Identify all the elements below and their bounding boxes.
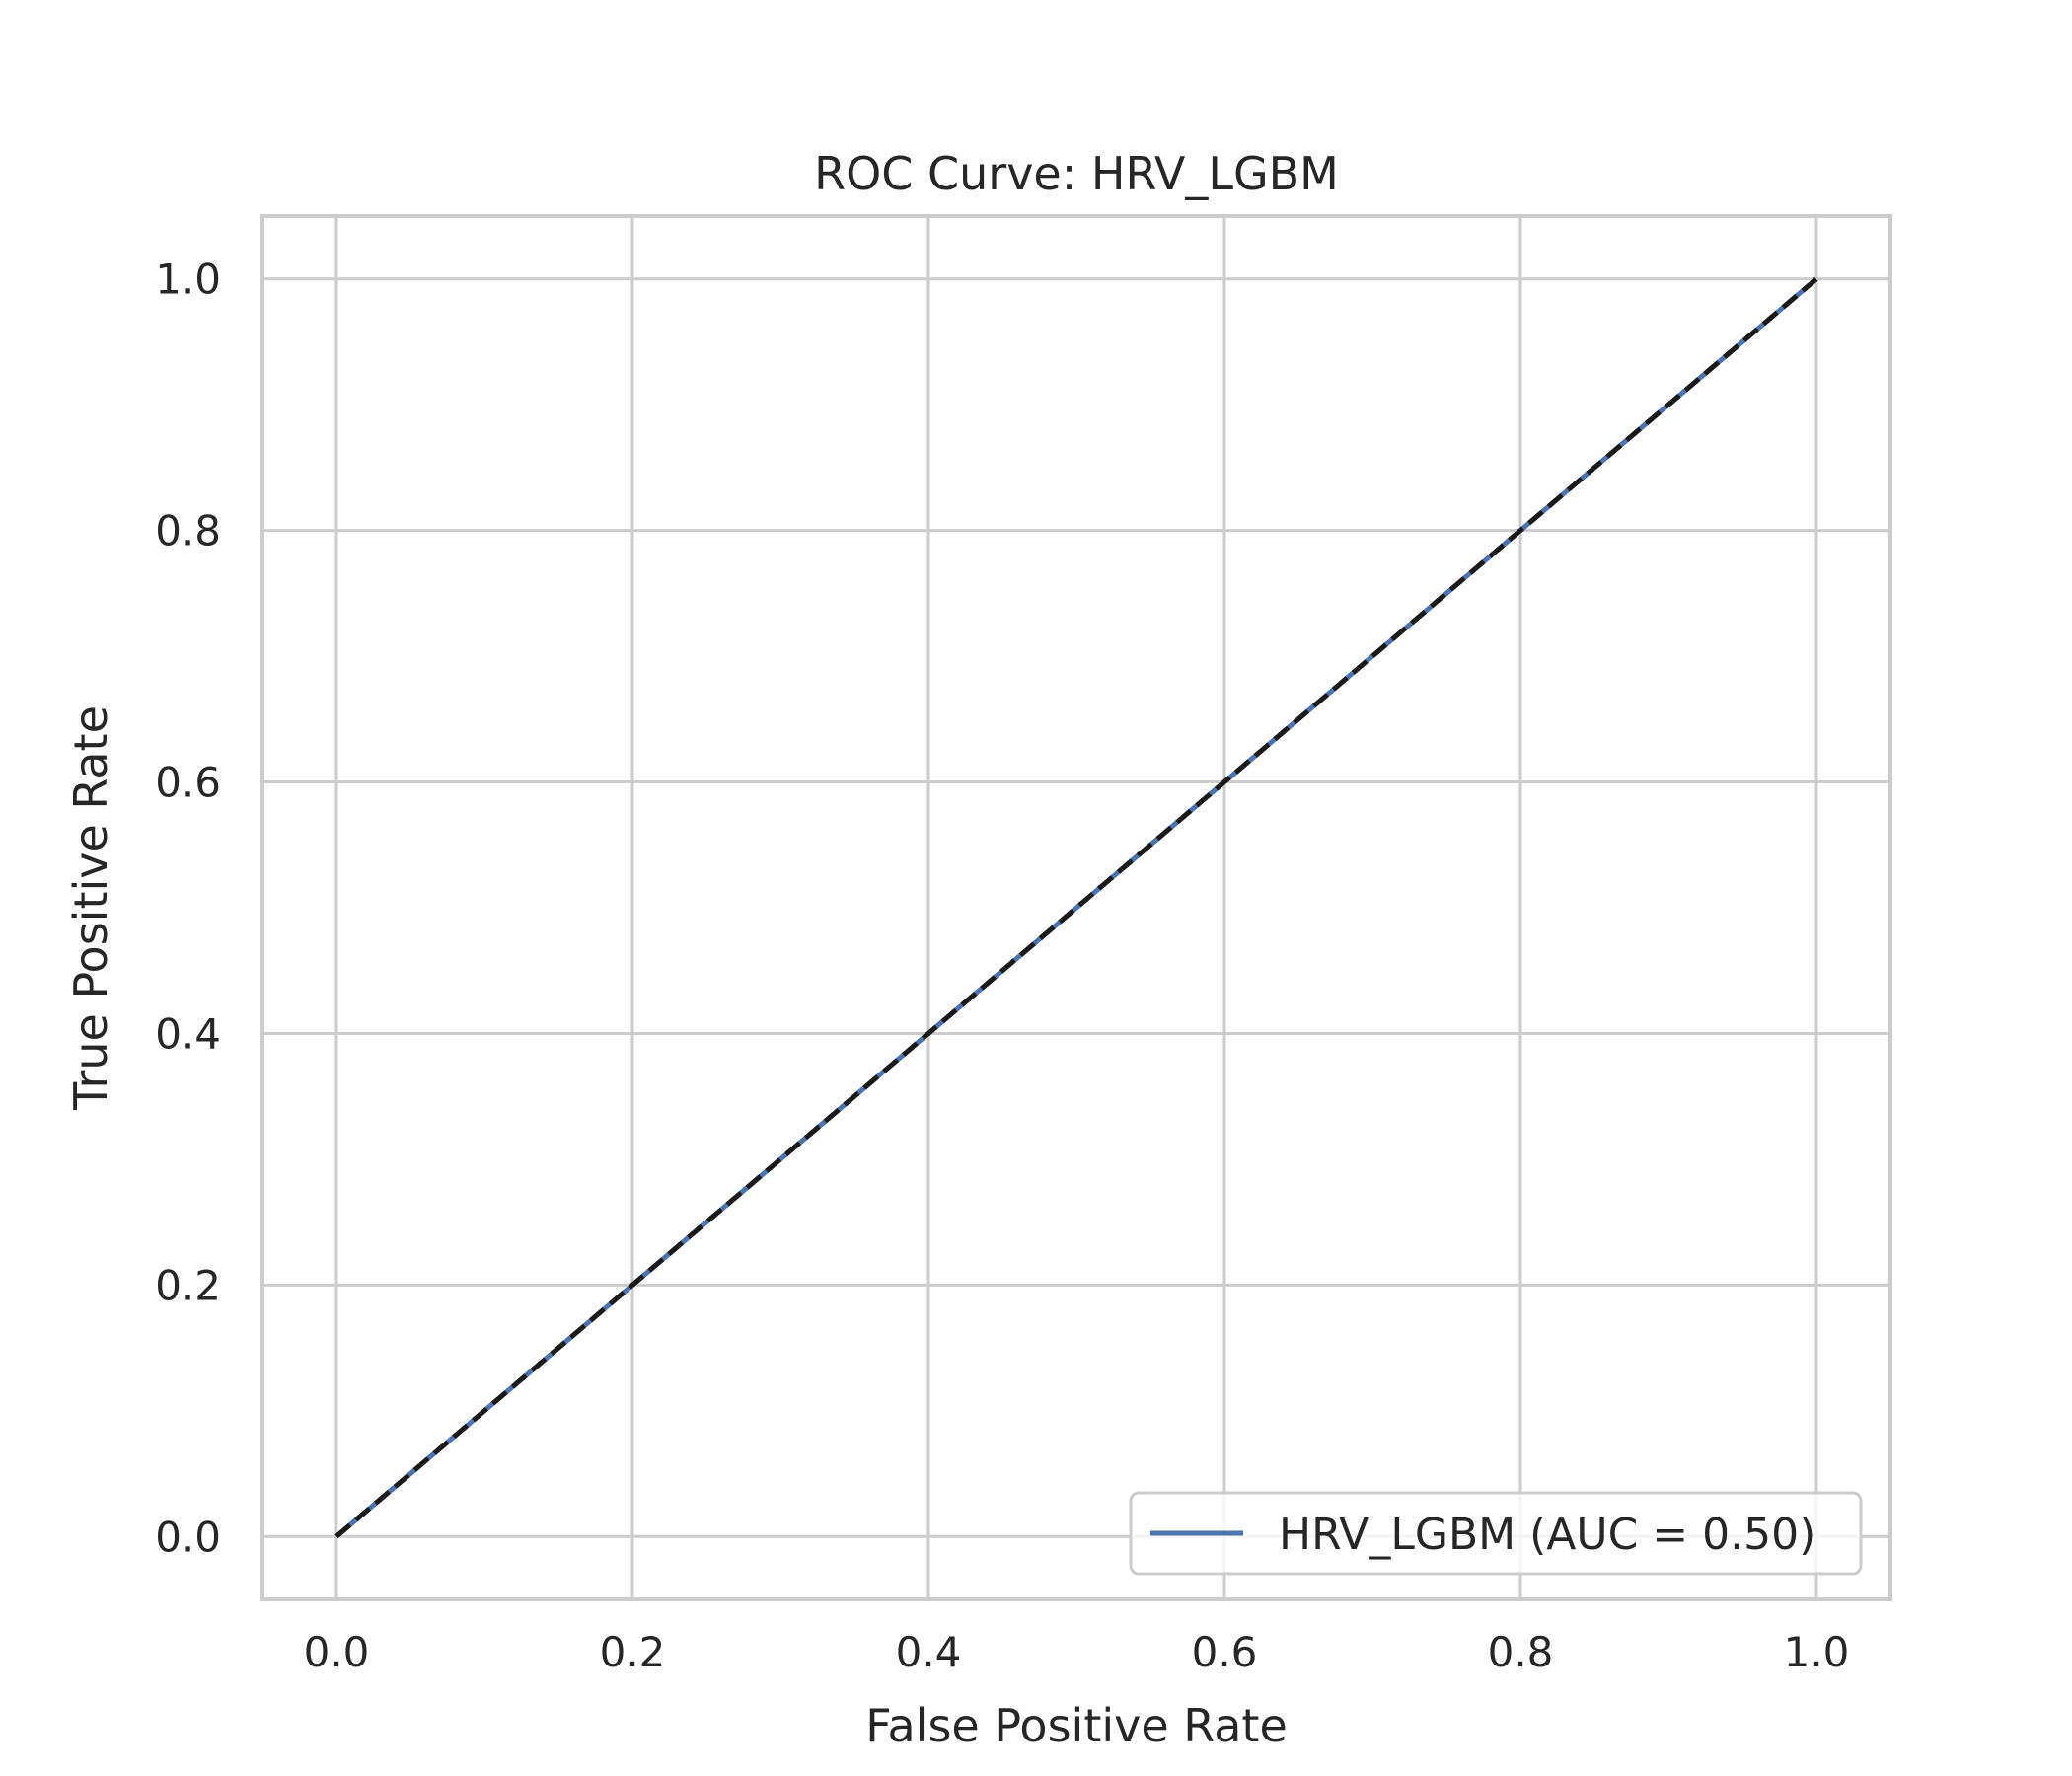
chart-title: ROC Curve: HRV_LGBM [814, 147, 1339, 200]
y-tick-label: 0.4 [155, 1009, 221, 1058]
y-axis-label: True Positive Rate [64, 705, 117, 1111]
x-tick-label: 0.4 [896, 1628, 962, 1676]
x-tick-label: 0.6 [1192, 1628, 1258, 1676]
grid [262, 216, 1890, 1599]
y-tick-label: 0.0 [155, 1513, 221, 1561]
y-tick-label: 0.8 [155, 507, 221, 555]
x-tick-label: 0.0 [304, 1628, 370, 1676]
y-tick-label: 1.0 [155, 256, 221, 304]
plot-lines [334, 276, 1818, 1539]
y-tick-label: 0.6 [155, 759, 221, 807]
plot-frame [260, 214, 1892, 1601]
x-axis-label: False Positive Rate [865, 1699, 1288, 1752]
legend-box [1129, 1491, 1863, 1576]
legend-label: HRV_LGBM (AUC = 0.50) [1279, 1510, 1815, 1560]
y-tick-label: 0.2 [155, 1261, 221, 1309]
legend: HRV_LGBM (AUC = 0.50) [1129, 1491, 1863, 1576]
x-tick-label: 1.0 [1784, 1628, 1850, 1676]
x-tick-label: 0.8 [1488, 1628, 1554, 1676]
tick-labels: 0.0 0.2 0.4 0.6 0.8 1.0 0.0 0.2 0.4 0.6 0.8 1.0 [155, 256, 1849, 1676]
chance-diagonal-line [334, 276, 1818, 1539]
x-tick-label: 0.2 [600, 1628, 666, 1676]
